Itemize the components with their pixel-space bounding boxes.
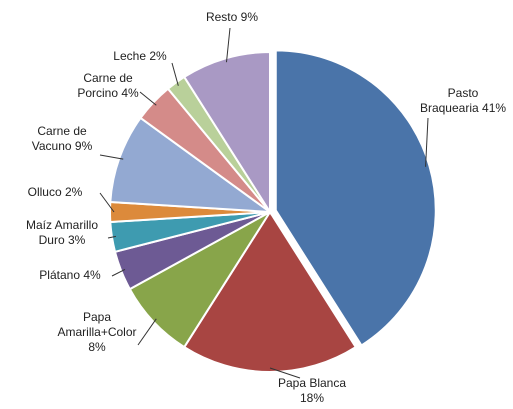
slice-label: Resto 9% bbox=[197, 10, 267, 25]
slice-value: 2% bbox=[65, 185, 83, 199]
slice-category: Maíz Amarillo Duro bbox=[25, 218, 99, 247]
slice-label: Pasto Braquearia 41% bbox=[417, 86, 509, 116]
slice-category: Leche bbox=[113, 49, 146, 63]
leader-line bbox=[99, 154, 124, 160]
leader-line bbox=[139, 91, 157, 106]
leader-line bbox=[225, 27, 231, 63]
slice-label: Olluco 2% bbox=[20, 185, 90, 200]
slice-label: Carne de Porcino 4% bbox=[71, 71, 146, 101]
pie-slice bbox=[182, 210, 358, 373]
slice-category: Papa Amarilla+Color bbox=[57, 310, 137, 339]
slice-category: Resto bbox=[205, 10, 238, 24]
leader-line bbox=[107, 235, 117, 239]
pie-slice bbox=[274, 49, 437, 347]
slice-category: Carne de Vacuno bbox=[31, 124, 87, 153]
leader-line bbox=[137, 318, 157, 346]
slice-value: 18% bbox=[299, 391, 325, 405]
pie-slice bbox=[109, 116, 274, 214]
leader-line bbox=[425, 117, 429, 167]
slice-label: Leche 2% bbox=[105, 49, 175, 64]
pie-slice bbox=[182, 50, 271, 216]
slice-label: Plátano 4% bbox=[30, 268, 110, 283]
slice-value: 3% bbox=[68, 233, 86, 247]
slice-label: Papa Blanca 18% bbox=[272, 376, 352, 406]
slice-label: Carne de Vacuno 9% bbox=[26, 124, 98, 154]
slice-category: Papa Blanca bbox=[277, 376, 347, 390]
slice-value: 9% bbox=[74, 139, 93, 153]
slice-value: 4% bbox=[83, 268, 101, 282]
slice-category: Olluco bbox=[27, 185, 62, 199]
leader-line bbox=[269, 367, 301, 379]
slice-value: 9% bbox=[240, 10, 259, 24]
slice-value: 4% bbox=[121, 86, 139, 100]
slice-category: Carne de Porcino bbox=[77, 71, 133, 100]
slice-value: 41% bbox=[482, 101, 507, 115]
slice-label: Papa Amarilla+Color 8% bbox=[50, 310, 145, 355]
slice-category: Plátano bbox=[39, 268, 80, 282]
slice-label: Maíz Amarillo Duro 3% bbox=[17, 218, 107, 248]
slice-value: 8% bbox=[88, 340, 106, 354]
leader-line bbox=[171, 62, 179, 86]
leader-line bbox=[111, 268, 126, 277]
leader-line bbox=[99, 192, 115, 213]
slice-value: 2% bbox=[149, 49, 167, 63]
slice-category: Pasto Braquearia bbox=[419, 86, 479, 115]
